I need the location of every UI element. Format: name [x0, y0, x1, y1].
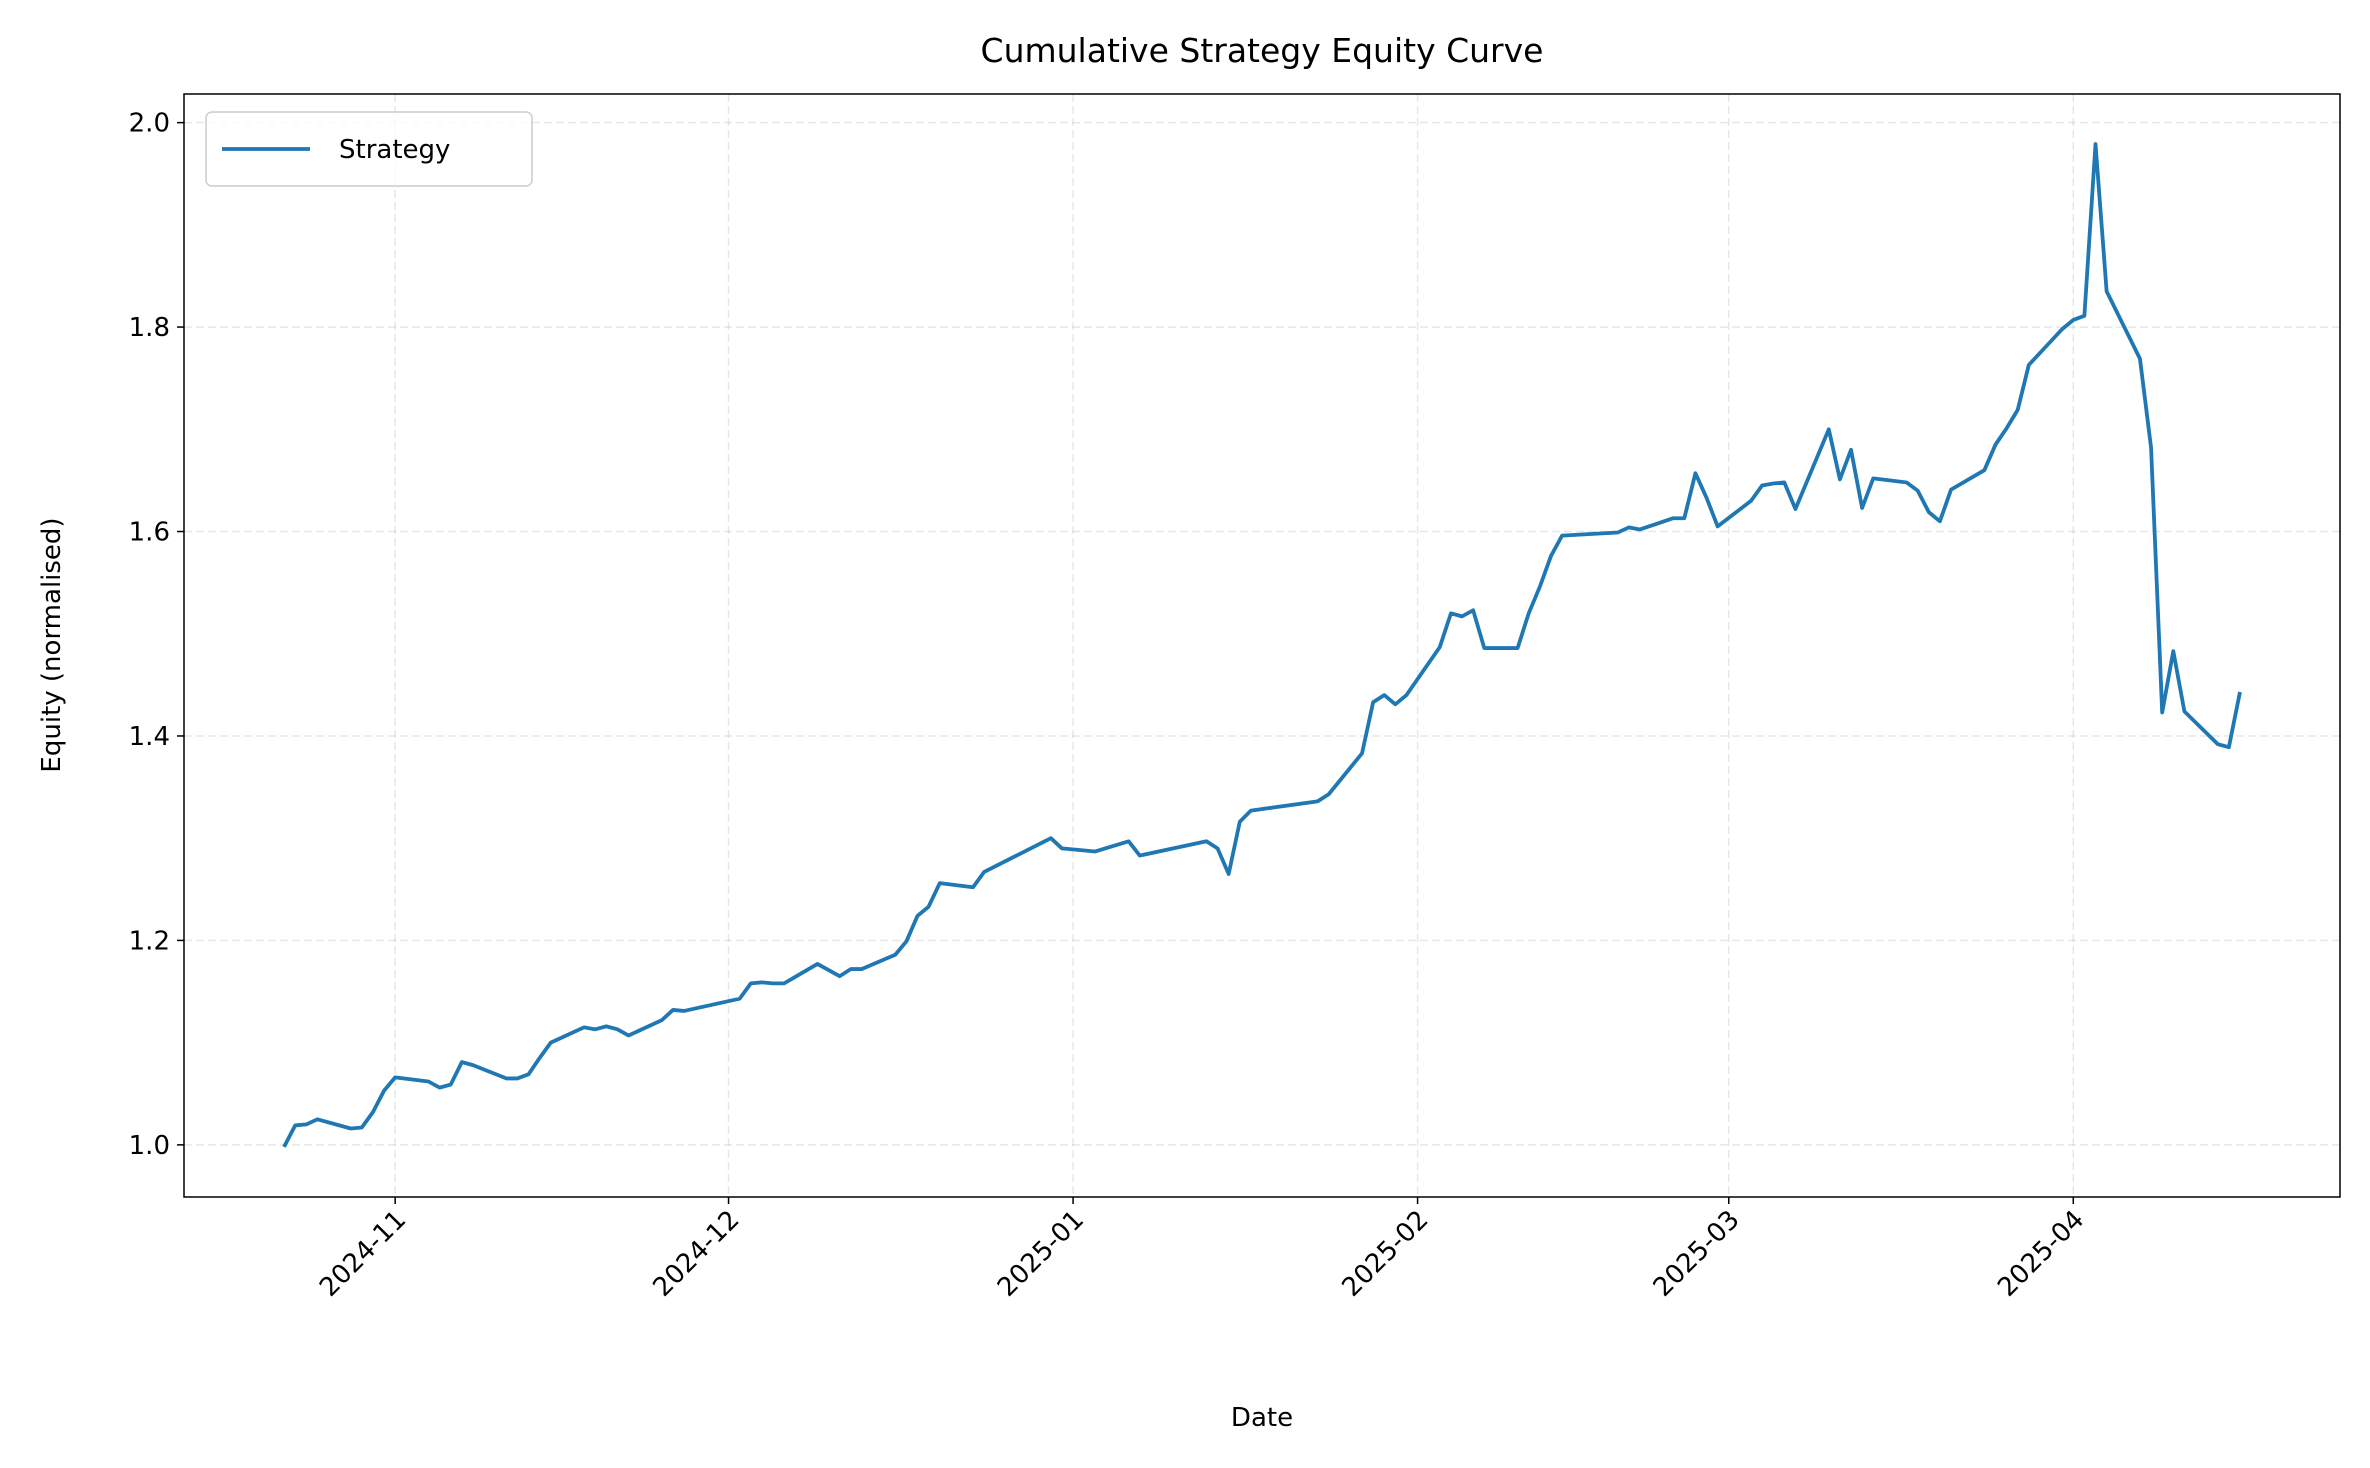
y-tick-label: 1.0	[129, 1131, 170, 1161]
x-axis-label: Date	[1231, 1403, 1293, 1433]
x-tick-label: 2025-01	[992, 1205, 1090, 1303]
y-tick-label: 1.6	[129, 518, 170, 548]
y-tick-label: 1.4	[129, 722, 170, 752]
y-axis-label: Equity (normalised)	[37, 517, 67, 772]
x-tick-label: 2024-11	[314, 1205, 412, 1303]
y-tick-label: 1.2	[129, 926, 170, 956]
x-tick-label: 2025-03	[1648, 1205, 1746, 1303]
y-tick-label: 2.0	[129, 109, 170, 139]
chart-title: Cumulative Strategy Equity Curve	[981, 31, 1544, 70]
x-tick-label: 2025-04	[1992, 1205, 2090, 1303]
legend-label: Strategy	[339, 135, 450, 165]
x-tick-label: 2025-02	[1337, 1205, 1435, 1303]
plot-frame	[183, 93, 2341, 1198]
legend: Strategy	[205, 111, 533, 187]
x-tick-label: 2024-12	[647, 1205, 745, 1303]
line-series	[282, 142, 2242, 1148]
y-tick-label: 1.8	[129, 313, 170, 343]
legend-box	[205, 111, 533, 187]
